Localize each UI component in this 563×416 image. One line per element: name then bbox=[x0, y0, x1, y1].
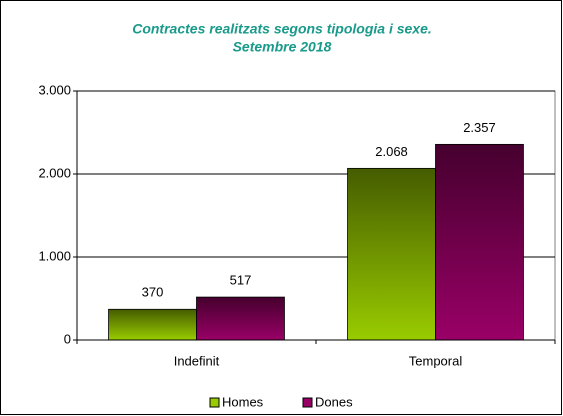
value-label: 370 bbox=[142, 285, 164, 300]
value-label: 517 bbox=[230, 273, 252, 288]
chart-title: Setembre 2018 bbox=[233, 39, 332, 55]
bar bbox=[347, 167, 436, 341]
y-tick-label: 0 bbox=[64, 331, 71, 346]
legend-swatch bbox=[302, 397, 313, 408]
x-tick-label: Temporal bbox=[409, 353, 463, 368]
y-tick-label: 3.000 bbox=[38, 82, 71, 97]
legend-swatch bbox=[209, 397, 220, 408]
y-tick-label: 1.000 bbox=[38, 248, 71, 263]
chart-title: Contractes realitzats segons tipologia i… bbox=[132, 21, 432, 37]
legend-label: Dones bbox=[315, 394, 353, 409]
x-tick-label: Indefinit bbox=[174, 353, 220, 368]
value-label: 2.068 bbox=[375, 144, 408, 159]
bar bbox=[108, 308, 197, 341]
y-tick-label: 2.000 bbox=[38, 165, 71, 180]
bar bbox=[196, 296, 285, 341]
bar bbox=[435, 143, 524, 341]
value-label: 2.357 bbox=[463, 120, 496, 135]
legend-label: Homes bbox=[222, 394, 264, 409]
